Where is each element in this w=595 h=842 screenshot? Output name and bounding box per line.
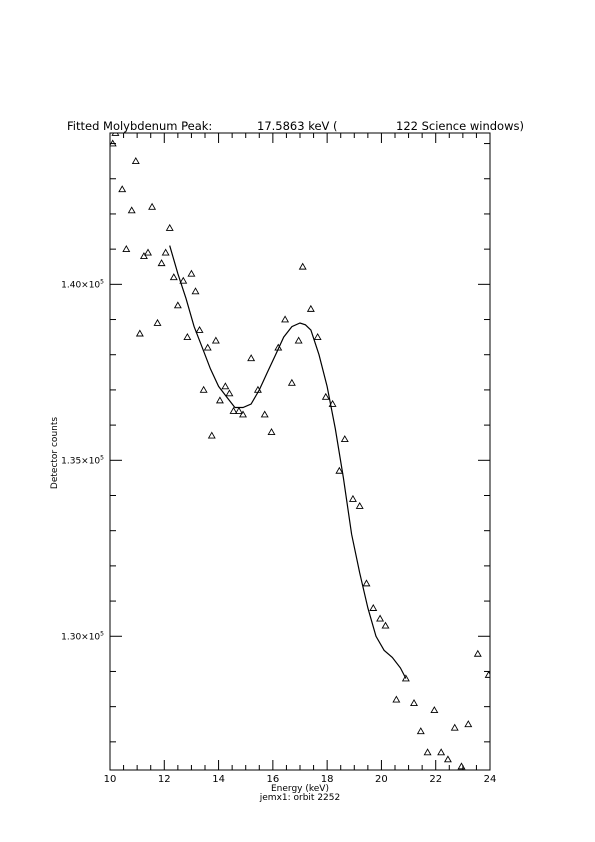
data-point (135, 329, 144, 337)
data-point (281, 315, 290, 323)
data-point (381, 621, 390, 629)
data-point (443, 755, 452, 763)
data-point (139, 252, 148, 260)
data-point (287, 378, 296, 386)
data-point (306, 304, 315, 312)
data-point (294, 336, 303, 344)
data-point (211, 336, 220, 344)
fit-curve-layer (169, 245, 407, 679)
data-point (340, 435, 349, 443)
data-point (122, 245, 131, 252)
plot-axes: 10 12 14 16 18 20 22 24 1.30×105 1.35×105 1.40×105 (61, 132, 497, 785)
data-point (313, 333, 322, 340)
data-point (410, 699, 418, 706)
data-point (274, 343, 283, 351)
data-point (416, 727, 425, 735)
x-tick-label: 16 (266, 774, 279, 785)
data-point (161, 248, 170, 256)
data-point (260, 410, 269, 418)
data-point (473, 649, 482, 657)
data-point (430, 706, 439, 714)
y-axis-label: Detector counts (50, 417, 60, 489)
chart-subtitle: jemx1: orbit 2252 (259, 793, 340, 803)
x-tick-label: 20 (375, 774, 388, 785)
data-point (267, 428, 276, 435)
y-tick-label: 1.40×105 (61, 278, 104, 290)
data-point (191, 287, 200, 295)
x-tick-label: 10 (104, 774, 117, 785)
data-point (225, 389, 234, 397)
fit-curve (169, 245, 407, 679)
chart-header-windows: 122 Science windows) (396, 119, 524, 133)
data-point (464, 720, 473, 728)
chart-header-prefix: Fitted Molybdenum Peak: (67, 119, 212, 133)
data-point (437, 748, 446, 756)
data-point (183, 333, 192, 340)
data-point (111, 133, 120, 136)
data-points-layer (110, 133, 490, 770)
data-point (355, 501, 364, 509)
x-tick-label: 24 (484, 774, 497, 785)
data-point (423, 748, 432, 756)
data-point (484, 670, 490, 678)
x-axis-label: Energy (keV) (271, 784, 329, 794)
data-point (247, 354, 256, 362)
data-point (362, 579, 371, 587)
x-tick-label: 12 (158, 774, 171, 785)
data-point (157, 259, 166, 267)
x-tick-label: 18 (321, 774, 334, 785)
data-point (328, 399, 337, 407)
data-point (110, 139, 117, 147)
data-point (215, 396, 224, 404)
data-point (335, 466, 344, 474)
x-tick-label: 14 (212, 774, 225, 785)
data-point (253, 385, 262, 393)
data-point (207, 431, 216, 439)
data-point (127, 206, 136, 214)
data-point (169, 273, 178, 281)
data-point (118, 185, 127, 193)
data-point (376, 614, 385, 622)
data-point (179, 276, 188, 284)
data-point (203, 343, 212, 351)
y-tick-label: 1.35×105 (61, 454, 104, 466)
data-point (148, 202, 157, 210)
chart-header-energy: 17.5863 keV ( (257, 119, 338, 133)
data-point (234, 406, 243, 414)
data-point (457, 762, 466, 770)
data-point (199, 385, 208, 393)
data-point (144, 248, 152, 256)
data-point (450, 723, 459, 731)
data-point (195, 325, 204, 333)
data-point (173, 301, 182, 309)
y-tick-label: 1.30×105 (61, 630, 104, 642)
plot-frame (109, 132, 491, 771)
data-point (392, 695, 401, 703)
data-point (321, 392, 330, 400)
x-tick-label: 22 (429, 774, 442, 785)
data-point (221, 382, 230, 390)
data-point (348, 494, 357, 502)
data-point (401, 674, 410, 682)
data-point (229, 406, 238, 414)
data-point (131, 157, 140, 165)
data-point (153, 318, 162, 326)
data-point (298, 262, 307, 270)
data-point (239, 410, 247, 418)
data-point (165, 223, 174, 231)
data-point (187, 269, 196, 277)
data-point (369, 604, 378, 611)
